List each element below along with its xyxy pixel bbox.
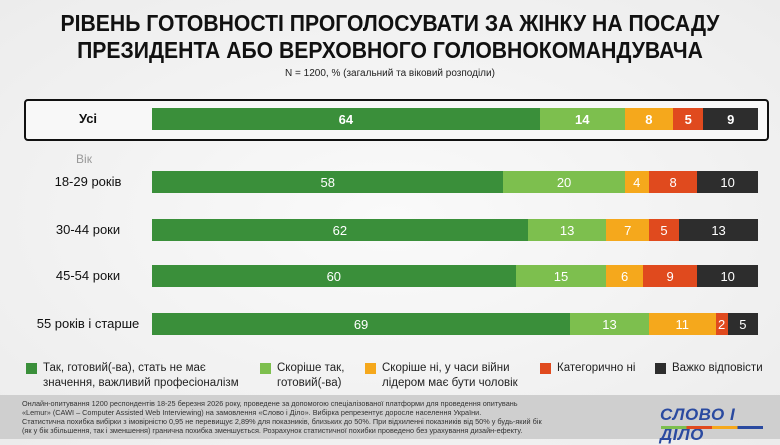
bar-segment: 10: [697, 265, 758, 287]
bar-segment: 9: [703, 108, 758, 130]
bar-segment: 62: [152, 219, 528, 241]
footer-line: Статистична похибка вибірки з імовірніст…: [22, 417, 542, 426]
bar-segment: 60: [152, 265, 516, 287]
bar-segment: 11: [648, 313, 716, 335]
legend-item: Важко відповісти: [655, 361, 763, 376]
bar-segment: 64: [152, 108, 540, 130]
category-label: 18-29 років: [54, 174, 122, 189]
stacked-bar: 69 13 11 2 5: [152, 313, 758, 335]
bar-segment: 20: [503, 171, 625, 193]
stacked-bar: 60 15 6 9 10: [152, 265, 758, 287]
legend-label: лідером має бути чоловік: [382, 377, 518, 389]
category-label: Усі: [78, 111, 98, 126]
bar-segment: 13: [527, 219, 607, 241]
bar-segment: 10: [697, 171, 758, 193]
legend-swatch: [260, 363, 271, 374]
bar-segment: 7: [606, 219, 649, 241]
legend: Так, готовий(-ва), стать не має значення,…: [0, 361, 780, 393]
stacked-bar: 62 13 7 5 13: [152, 219, 758, 241]
bar-segment: 13: [679, 219, 758, 241]
legend-label: Категорично ні: [557, 362, 636, 374]
legend-label: Скоріше так,: [277, 362, 345, 374]
logo-underline: [661, 426, 763, 429]
legend-label: Так, готовий(-ва), стать не має: [43, 362, 206, 374]
title-line-2: ПРЕЗИДЕНТА АБО ВЕРХОВНОГО ГОЛОВНОКОМАНДУ…: [77, 37, 703, 63]
bar-segment: 4: [624, 171, 649, 193]
footer-line: «Lemur» (CAWI – Computer Assisted Web In…: [22, 408, 482, 417]
legend-label: значення, важливий професіоналізм: [43, 377, 239, 389]
bar-segment: 5: [673, 108, 704, 130]
legend-item: Скоріше так, готовий(-ва): [260, 361, 344, 391]
category-label: 45-54 роки: [55, 268, 121, 283]
bar-segment: 58: [152, 171, 504, 193]
legend-item: Скоріше ні, у часи війни лідером має бути…: [365, 361, 518, 391]
age-header: Вік: [76, 152, 92, 166]
bar-segment: 5: [727, 313, 758, 335]
bar-segment: 14: [539, 108, 625, 130]
legend-item: Категорично ні: [540, 361, 635, 376]
bar-segment: 69: [152, 313, 571, 335]
legend-label: готовий(-ва): [277, 377, 342, 389]
stacked-bar: 64 14 8 5 9: [152, 108, 758, 130]
logo: СЛОВО І ДІЛО: [660, 405, 736, 444]
bar-segment: 9: [642, 265, 698, 287]
legend-swatch: [365, 363, 376, 374]
bar-segment: 15: [515, 265, 607, 287]
legend-item: Так, готовий(-ва), стать не має значення,…: [26, 361, 239, 391]
legend-swatch: [655, 363, 666, 374]
footer-line: (як у бік збільшення, так і зменшення) г…: [22, 426, 523, 435]
footer-line: Онлайн-опитування 1200 респондентів 18-2…: [22, 399, 518, 408]
title-line-1: РІВЕНЬ ГОТОВНОСТІ ПРОГОЛОСУВАТИ ЗА ЖІНКУ…: [60, 10, 720, 36]
category-label: 30-44 роки: [55, 222, 121, 237]
footer: Онлайн-опитування 1200 респондентів 18-2…: [0, 395, 780, 444]
legend-label: Скоріше ні, у часи війни: [382, 362, 510, 374]
category-label: 55 років і старше: [36, 316, 140, 331]
legend-label: Важко відповісти: [672, 362, 763, 374]
bar-segment: 8: [648, 171, 698, 193]
legend-swatch: [540, 363, 551, 374]
bar-segment: 6: [606, 265, 643, 287]
legend-swatch: [26, 363, 37, 374]
bar-segment: 8: [624, 108, 674, 130]
methodology-note: Онлайн-опитування 1200 респондентів 18-2…: [22, 399, 622, 435]
stacked-bar: 58 20 4 8 10: [152, 171, 758, 193]
chart-subtitle: N = 1200, % (загальний та віковий розпод…: [285, 68, 495, 79]
bar-segment: 2: [715, 313, 728, 335]
bar-segment: 5: [648, 219, 680, 241]
bar-segment: 13: [570, 313, 649, 335]
chart-title: РІВЕНЬ ГОТОВНОСТІ ПРОГОЛОСУВАТИ ЗА ЖІНКУ…: [31, 10, 749, 64]
